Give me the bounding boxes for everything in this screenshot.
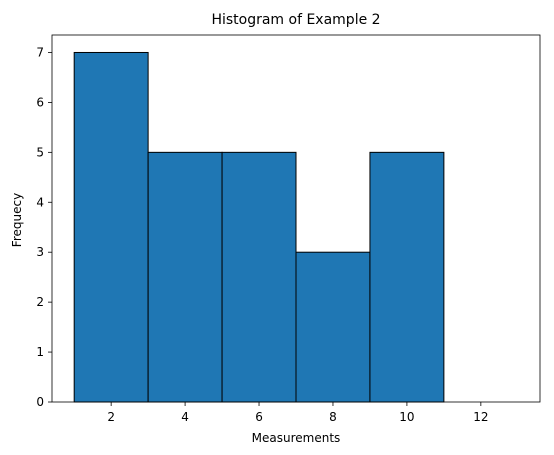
- x-tick-label: 2: [107, 410, 115, 424]
- y-tick-label: 4: [36, 195, 44, 209]
- histogram-bar-4: [296, 252, 370, 402]
- x-tick-label: 4: [181, 410, 189, 424]
- y-tick-label: 5: [36, 145, 44, 159]
- histogram-bar-1: [74, 52, 148, 402]
- histogram-bar-5: [370, 152, 444, 402]
- y-tick-label: 2: [36, 295, 44, 309]
- y-tick-label: 1: [36, 345, 44, 359]
- x-tick-label: 6: [255, 410, 263, 424]
- chart-title: Histogram of Example 2: [211, 12, 380, 28]
- y-tick-label: 7: [36, 45, 44, 59]
- y-tick-label: 3: [36, 245, 44, 259]
- histogram-bar-3: [222, 152, 296, 402]
- y-tick-label: 0: [36, 395, 44, 409]
- y-axis-title: Frequecy: [10, 193, 24, 247]
- histogram-bar-2: [148, 152, 222, 402]
- x-tick-label: 10: [399, 410, 414, 424]
- x-tick-label: 8: [329, 410, 337, 424]
- x-axis-title: Measurements: [252, 431, 341, 445]
- x-tick-label: 12: [473, 410, 488, 424]
- y-tick-label: 6: [36, 95, 44, 109]
